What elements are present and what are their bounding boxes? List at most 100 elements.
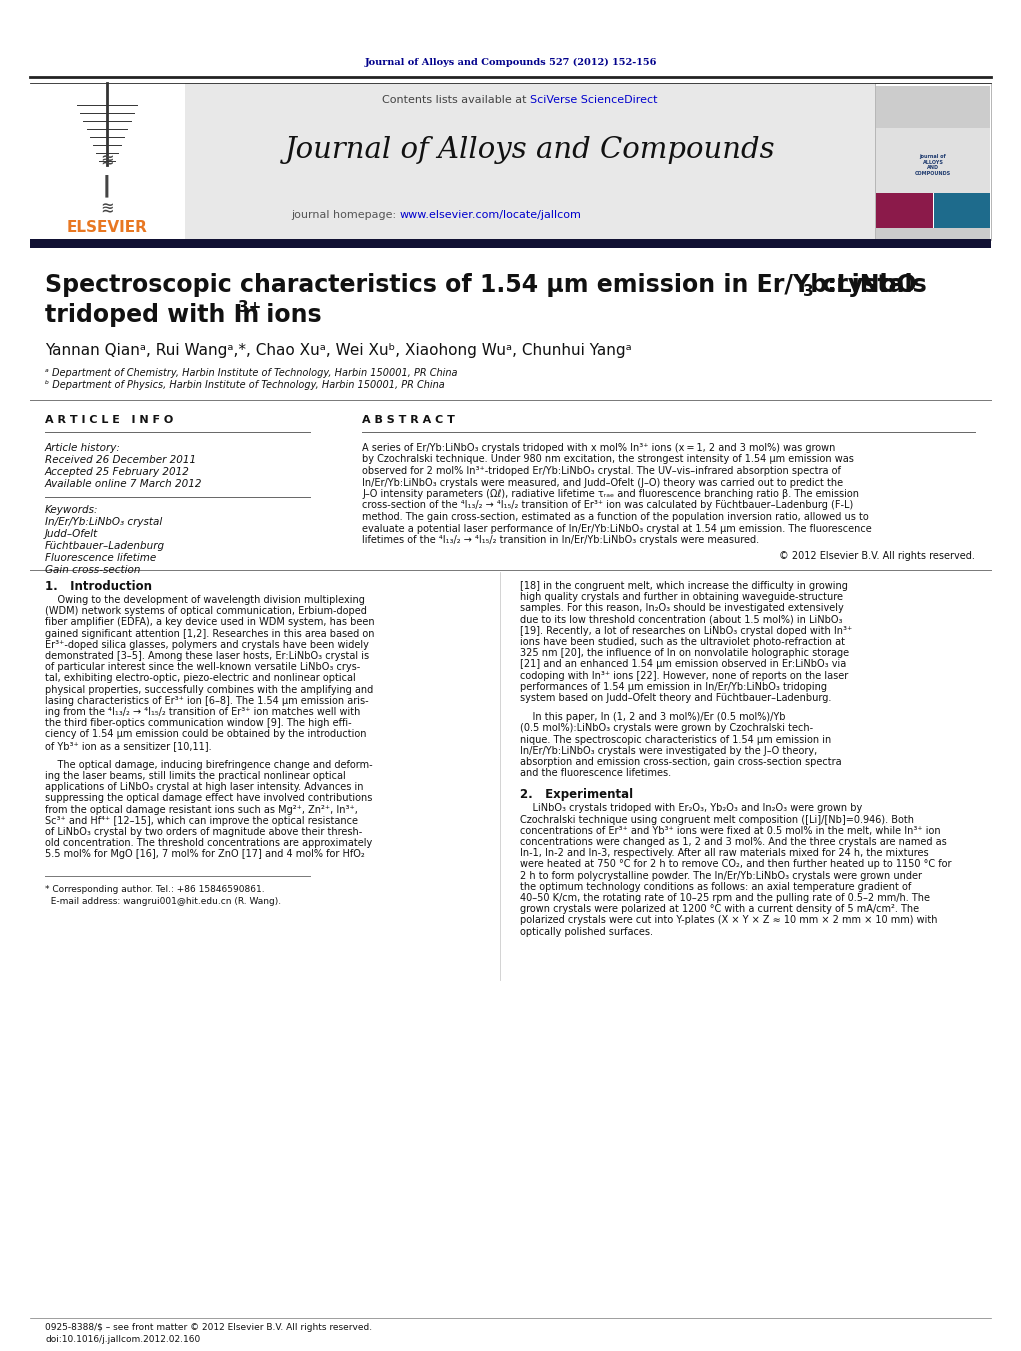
Text: tal, exhibiting electro-optic, piezo-electric and nonlinear optical: tal, exhibiting electro-optic, piezo-ele…	[45, 673, 355, 684]
Text: ciency of 1.54 μm emission could be obtained by the introduction: ciency of 1.54 μm emission could be obta…	[45, 730, 367, 739]
Text: 2.   Experimental: 2. Experimental	[520, 788, 633, 801]
Text: 325 nm [20], the influence of In on nonvolatile holographic storage: 325 nm [20], the influence of In on nonv…	[520, 648, 849, 658]
Text: Owing to the development of wavelength division multiplexing: Owing to the development of wavelength d…	[45, 594, 364, 605]
Text: of particular interest since the well-known versatile LiNbO₃ crys-: of particular interest since the well-kn…	[45, 662, 360, 673]
Text: observed for 2 mol% In³⁺-tridoped Er/Yb:LiNbO₃ crystal. The UV–vis–infrared abso: observed for 2 mol% In³⁺-tridoped Er/Yb:…	[362, 466, 841, 476]
Text: Received 26 December 2011: Received 26 December 2011	[45, 455, 196, 465]
Text: fiber amplifier (EDFA), a key device used in WDM system, has been: fiber amplifier (EDFA), a key device use…	[45, 617, 375, 627]
Text: from the optical damage resistant ions such as Mg²⁺, Zn²⁺, In³⁺,: from the optical damage resistant ions s…	[45, 805, 358, 815]
Text: lasing characteristics of Er³⁺ ion [6–8]. The 1.54 μm emission aris-: lasing characteristics of Er³⁺ ion [6–8]…	[45, 696, 369, 705]
Text: method. The gain cross-section, estimated as a function of the population invers: method. The gain cross-section, estimate…	[362, 512, 869, 521]
Text: 3: 3	[803, 284, 814, 299]
Text: the optimum technology conditions as follows: an axial temperature gradient of: the optimum technology conditions as fol…	[520, 882, 912, 892]
Bar	[876, 128, 990, 193]
Text: In this paper, In (1, 2 and 3 mol%)/Er (0.5 mol%)/Yb: In this paper, In (1, 2 and 3 mol%)/Er (…	[520, 712, 785, 723]
Text: grown crystals were polarized at 1200 °C with a current density of 5 mA/cm². The: grown crystals were polarized at 1200 °C…	[520, 904, 919, 915]
Text: were heated at 750 °C for 2 h to remove CO₂, and then further heated up to 1150 : were heated at 750 °C for 2 h to remove …	[520, 859, 952, 870]
Text: ELSEVIER: ELSEVIER	[66, 220, 147, 235]
Text: J–O intensity parameters (Ωℓ), radiative lifetime τᵣₐₑ and fluorescence branchin: J–O intensity parameters (Ωℓ), radiative…	[362, 489, 859, 499]
Bar	[876, 193, 933, 238]
Text: www.elsevier.com/locate/jallcom: www.elsevier.com/locate/jallcom	[400, 209, 582, 220]
Text: In/Er/Yb:LiNbO₃ crystal: In/Er/Yb:LiNbO₃ crystal	[45, 517, 162, 527]
Text: crystals: crystals	[814, 273, 927, 297]
Text: Fluorescence lifetime: Fluorescence lifetime	[45, 553, 156, 563]
Bar	[30, 239, 991, 249]
Text: suppressing the optical damage effect have involved contributions: suppressing the optical damage effect ha…	[45, 793, 373, 804]
Text: ing the laser beams, still limits the practical nonlinear optical: ing the laser beams, still limits the pr…	[45, 771, 346, 781]
Text: ions: ions	[258, 303, 322, 327]
Text: In/Er/Yb:LiNbO₃ crystals were measured, and Judd–Ofelt (J–O) theory was carried : In/Er/Yb:LiNbO₃ crystals were measured, …	[362, 477, 843, 488]
Text: tridoped with In: tridoped with In	[45, 303, 259, 327]
Text: system based on Judd–Ofelt theory and Füchtbauer–Ladenburg.: system based on Judd–Ofelt theory and Fü…	[520, 693, 831, 703]
Text: nique. The spectroscopic characteristics of 1.54 μm emission in: nique. The spectroscopic characteristics…	[520, 735, 831, 744]
Text: [19]. Recently, a lot of researches on LiNbO₃ crystal doped with In³⁺: [19]. Recently, a lot of researches on L…	[520, 626, 853, 636]
Text: (WDM) network systems of optical communication, Erbium-doped: (WDM) network systems of optical communi…	[45, 607, 367, 616]
Text: Article history:: Article history:	[45, 443, 120, 453]
Text: Judd–Ofelt: Judd–Ofelt	[45, 530, 98, 539]
Text: 3+: 3+	[238, 300, 261, 315]
Text: In-1, In-2 and In-3, respectively. After all raw materials mixed for 24 h, the m: In-1, In-2 and In-3, respectively. After…	[520, 848, 929, 858]
Text: the third fiber-optics communication window [9]. The high effi-: the third fiber-optics communication win…	[45, 719, 351, 728]
Text: ᵇ Department of Physics, Harbin Institute of Technology, Harbin 150001, PR China: ᵇ Department of Physics, Harbin Institut…	[45, 380, 445, 390]
Text: Füchtbauer–Ladenburg: Füchtbauer–Ladenburg	[45, 540, 165, 551]
Text: 5.5 mol% for MgO [16], 7 mol% for ZnO [17] and 4 mol% for HfO₂: 5.5 mol% for MgO [16], 7 mol% for ZnO [1…	[45, 850, 364, 859]
Text: ions have been studied, such as the ultraviolet photo-refraction at: ions have been studied, such as the ultr…	[520, 638, 845, 647]
Text: and the fluorescence lifetimes.: and the fluorescence lifetimes.	[520, 769, 671, 778]
Text: [21] and an enhanced 1.54 μm emission observed in Er:LiNbO₃ via: [21] and an enhanced 1.54 μm emission ob…	[520, 659, 846, 669]
Text: codoping with In³⁺ ions [22]. However, none of reports on the laser: codoping with In³⁺ ions [22]. However, n…	[520, 670, 848, 681]
Text: E-mail address: wangrui001@hit.edu.cn (R. Wang).: E-mail address: wangrui001@hit.edu.cn (R…	[45, 897, 281, 907]
Text: of LiNbO₃ crystal by two orders of magnitude above their thresh-: of LiNbO₃ crystal by two orders of magni…	[45, 827, 362, 838]
Text: * Corresponding author. Tel.: +86 15846590861.: * Corresponding author. Tel.: +86 158465…	[45, 885, 264, 894]
Text: 0925-8388/$ – see front matter © 2012 Elsevier B.V. All rights reserved.: 0925-8388/$ – see front matter © 2012 El…	[45, 1324, 372, 1332]
Text: LiNbO₃ crystals tridoped with Er₂O₃, Yb₂O₃ and In₂O₃ were grown by: LiNbO₃ crystals tridoped with Er₂O₃, Yb₂…	[520, 804, 863, 813]
Text: Accepted 25 February 2012: Accepted 25 February 2012	[45, 467, 190, 477]
Text: Gain cross-section: Gain cross-section	[45, 565, 141, 576]
Text: performances of 1.54 μm emission in In/Er/Yb:LiNbO₃ tridoping: performances of 1.54 μm emission in In/E…	[520, 682, 827, 692]
Text: concentrations of Er³⁺ and Yb³⁺ ions were fixed at 0.5 mol% in the melt, while I: concentrations of Er³⁺ and Yb³⁺ ions wer…	[520, 825, 940, 836]
Text: samples. For this reason, In₂O₃ should be investigated extensively: samples. For this reason, In₂O₃ should b…	[520, 604, 843, 613]
Text: cross-section of the ⁴I₁₃/₂ → ⁴I₁₅/₂ transition of Er³⁺ ion was calculated by Fü: cross-section of the ⁴I₁₃/₂ → ⁴I₁₅/₂ tra…	[362, 500, 854, 511]
Text: 40–50 K/cm, the rotating rate of 10–25 rpm and the pulling rate of 0.5–2 mm/h. T: 40–50 K/cm, the rotating rate of 10–25 r…	[520, 893, 930, 902]
Text: by Czochralski technique. Under 980 nm excitation, the strongest intensity of 1.: by Czochralski technique. Under 980 nm e…	[362, 454, 854, 465]
Text: SciVerse ScienceDirect: SciVerse ScienceDirect	[530, 95, 658, 105]
Text: lifetimes of the ⁴I₁₃/₂ → ⁴I₁₅/₂ transition in In/Er/Yb:LiNbO₃ crystals were mea: lifetimes of the ⁴I₁₃/₂ → ⁴I₁₅/₂ transit…	[362, 535, 760, 544]
Text: high quality crystals and further in obtaining waveguide-structure: high quality crystals and further in obt…	[520, 592, 843, 603]
Text: Sc³⁺ and Hf⁴⁺ [12–15], which can improve the optical resistance: Sc³⁺ and Hf⁴⁺ [12–15], which can improve…	[45, 816, 358, 825]
Text: Journal of Alloys and Compounds: Journal of Alloys and Compounds	[285, 136, 775, 163]
Text: Yannan Qianᵃ, Rui Wangᵃ,*, Chao Xuᵃ, Wei Xuᵇ, Xiaohong Wuᵃ, Chunhui Yangᵃ: Yannan Qianᵃ, Rui Wangᵃ,*, Chao Xuᵃ, Wei…	[45, 343, 632, 358]
Text: doi:10.1016/j.jallcom.2012.02.160: doi:10.1016/j.jallcom.2012.02.160	[45, 1336, 200, 1344]
Text: concentrations were changed as 1, 2 and 3 mol%. And the three crystals are named: concentrations were changed as 1, 2 and …	[520, 838, 946, 847]
Text: ᵃ Department of Chemistry, Harbin Institute of Technology, Harbin 150001, PR Chi: ᵃ Department of Chemistry, Harbin Instit…	[45, 367, 457, 378]
Text: Er³⁺-doped silica glasses, polymers and crystals have been widely: Er³⁺-doped silica glasses, polymers and …	[45, 640, 369, 650]
Text: old concentration. The threshold concentrations are approximately: old concentration. The threshold concent…	[45, 838, 373, 848]
Text: 1.   Introduction: 1. Introduction	[45, 580, 152, 593]
Text: gained significant attention [1,2]. Researches in this area based on: gained significant attention [1,2]. Rese…	[45, 628, 375, 639]
Text: The optical damage, inducing birefringence change and deform-: The optical damage, inducing birefringen…	[45, 759, 373, 770]
Text: journal of
ALLOYS
AND
COMPOUNDS: journal of ALLOYS AND COMPOUNDS	[915, 154, 952, 176]
Text: © 2012 Elsevier B.V. All rights reserved.: © 2012 Elsevier B.V. All rights reserved…	[779, 551, 975, 561]
Text: evaluate a potential laser performance of In/Er/Yb:LiNbO₃ crystal at 1.54 μm emi: evaluate a potential laser performance o…	[362, 523, 872, 534]
Text: demonstrated [3–5]. Among these laser hosts, Er:LiNbO₃ crystal is: demonstrated [3–5]. Among these laser ho…	[45, 651, 370, 661]
Text: Contents lists available at: Contents lists available at	[382, 95, 530, 105]
Text: optically polished surfaces.: optically polished surfaces.	[520, 927, 653, 936]
Text: physical properties, successfully combines with the amplifying and: physical properties, successfully combin…	[45, 685, 374, 694]
Text: applications of LiNbO₃ crystal at high laser intensity. Advances in: applications of LiNbO₃ crystal at high l…	[45, 782, 363, 792]
Bar	[185, 82, 875, 240]
Bar	[876, 228, 990, 240]
Bar	[875, 82, 991, 240]
Text: absorption and emission cross-section, gain cross-section spectra: absorption and emission cross-section, g…	[520, 757, 841, 767]
Text: Journal of Alloys and Compounds 527 (2012) 152-156: Journal of Alloys and Compounds 527 (201…	[364, 58, 658, 66]
Bar	[30, 82, 185, 240]
Text: 2 h to form polycrystalline powder. The In/Er/Yb:LiNbO₃ crystals were grown unde: 2 h to form polycrystalline powder. The …	[520, 870, 922, 881]
Text: journal homepage:: journal homepage:	[291, 209, 400, 220]
Text: Czochralski technique using congruent melt composition ([Li]/[Nb]=0.946). Both: Czochralski technique using congruent me…	[520, 815, 914, 824]
Text: ing from the ⁴I₁₃/₂ → ⁴I₁₅/₂ transition of Er³⁺ ion matches well with: ing from the ⁴I₁₃/₂ → ⁴I₁₅/₂ transition …	[45, 707, 360, 717]
Text: polarized crystals were cut into Y-plates (X × Y × Z ≈ 10 mm × 2 mm × 10 mm) wit: polarized crystals were cut into Y-plate…	[520, 916, 937, 925]
Text: Spectroscopic characteristics of 1.54 μm emission in Er/Yb:LiNbO: Spectroscopic characteristics of 1.54 μm…	[45, 273, 917, 297]
Text: A R T I C L E   I N F O: A R T I C L E I N F O	[45, 415, 174, 426]
Text: of Yb³⁺ ion as a sensitizer [10,11].: of Yb³⁺ ion as a sensitizer [10,11].	[45, 740, 211, 751]
Text: [18] in the congruent melt, which increase the difficulty in growing: [18] in the congruent melt, which increa…	[520, 581, 847, 590]
Text: In/Er/Yb:LiNbO₃ crystals were investigated by the J–O theory,: In/Er/Yb:LiNbO₃ crystals were investigat…	[520, 746, 817, 755]
Text: ≋
┃
≋: ≋ ┃ ≋	[101, 151, 113, 219]
Text: A series of Er/Yb:LiNbO₃ crystals tridoped with x mol% In³⁺ ions (x = 1, 2 and 3: A series of Er/Yb:LiNbO₃ crystals tridop…	[362, 443, 835, 453]
